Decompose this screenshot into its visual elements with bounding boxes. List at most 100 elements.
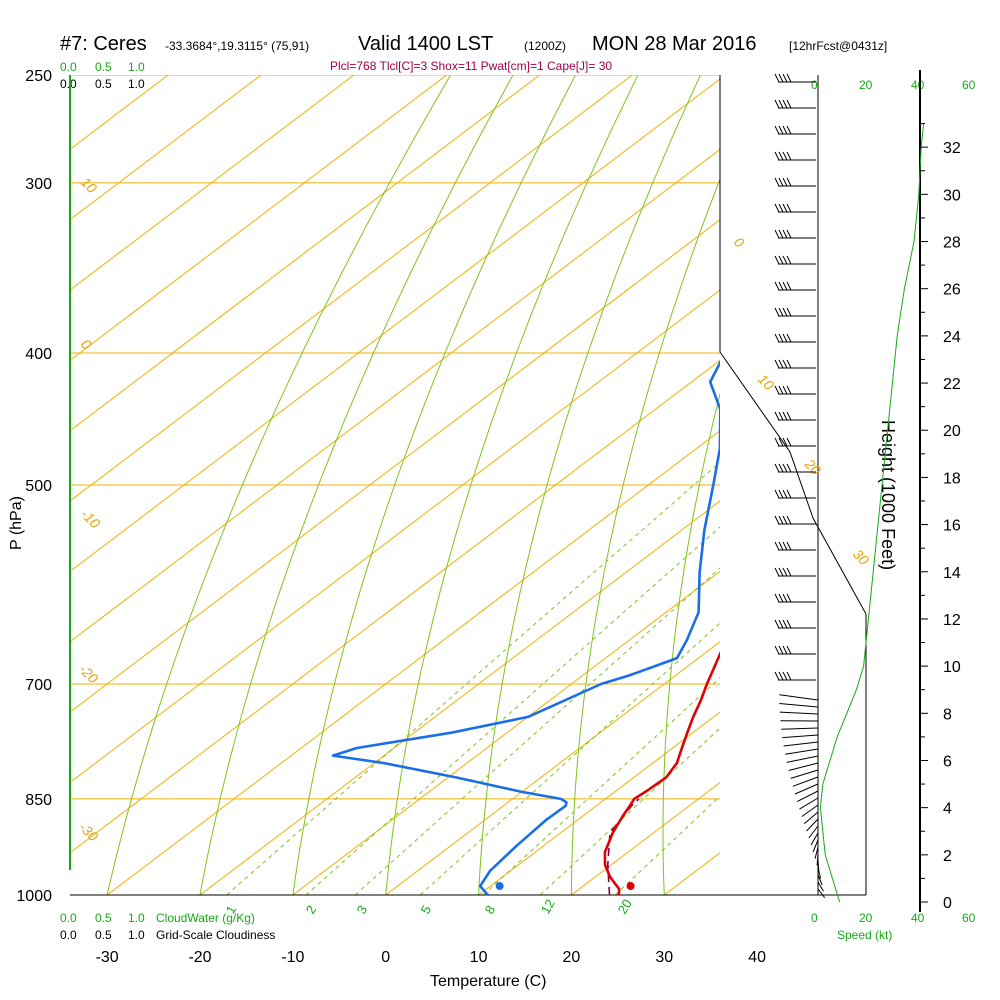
speed-label: Speed (kt) xyxy=(837,928,892,942)
wind-barb xyxy=(786,755,819,763)
wind-barb-feather xyxy=(774,333,780,343)
isotherm-line xyxy=(199,500,720,895)
isotherm-line xyxy=(70,75,540,432)
temperature-tick-label: 10 xyxy=(470,949,488,966)
wind-barb-feather xyxy=(786,619,792,629)
wind-barb-feather xyxy=(774,645,780,655)
wind-barb xyxy=(785,748,819,755)
dry-adiabat xyxy=(199,75,514,895)
isotherm-line xyxy=(70,289,720,784)
wind-barb-feather xyxy=(778,307,784,317)
speed-tick: 0 xyxy=(811,78,818,92)
wind-barb xyxy=(790,769,819,779)
wind-barb xyxy=(812,839,819,853)
isotherm-label: -10 xyxy=(78,506,104,532)
wind-barb-feather xyxy=(786,307,792,317)
wind-barb-feather xyxy=(778,541,784,551)
pressure-tick-label: 1000 xyxy=(16,888,52,905)
wind-barb-feather xyxy=(782,177,788,187)
wind-barb-feather xyxy=(782,619,788,629)
wind-barb-feather xyxy=(774,203,780,213)
pressure-tick-label: 500 xyxy=(25,478,52,495)
isotherm-label: 0 xyxy=(731,234,748,251)
wind-barb-feather xyxy=(782,229,788,239)
grid-lines xyxy=(70,75,720,895)
wind-barb-feather xyxy=(774,411,780,421)
wind-barb-feather xyxy=(782,203,788,213)
wind-barb-feather xyxy=(786,177,792,187)
wind-barb xyxy=(788,762,819,771)
cloudwater-tick: 0.5 xyxy=(95,60,112,74)
wind-barb-feather xyxy=(778,515,784,525)
wind-barb-feather xyxy=(774,593,780,603)
wind-barb xyxy=(801,804,819,817)
wind-barb-feather xyxy=(782,73,788,83)
wind-barb xyxy=(817,874,823,886)
wind-barb-feather xyxy=(782,385,788,395)
cloud-scale-bottom: 0.0 0.5 1.0 CloudWater (g/Kg) 0.0 0.5 1.… xyxy=(60,911,275,942)
pressure-tick-label: 700 xyxy=(25,677,52,694)
wind-barb xyxy=(810,832,819,846)
wind-barb-feather xyxy=(778,411,784,421)
dewpoint-line xyxy=(331,360,720,895)
height-tick-label: 2 xyxy=(943,848,952,865)
forecast-label: [12hrFcst@0431z] xyxy=(789,39,887,53)
wind-barb-feather xyxy=(774,619,780,629)
isotherm-line xyxy=(70,75,355,291)
wind-barb-feather xyxy=(778,463,784,473)
wind-barb xyxy=(781,727,819,730)
mixing-ratio-label: 5 xyxy=(418,903,435,917)
isotherm-label: -20 xyxy=(76,661,102,687)
speed-scale: 0 20 40 60 0 20 40 60 Speed (kt) xyxy=(811,78,976,942)
height-tick-label: 26 xyxy=(943,282,961,299)
dry-adiabat xyxy=(662,392,720,895)
wind-barb xyxy=(779,703,819,708)
indices-line: Plcl=768 Tlcl[C]=3 Shox=11 Pwat[cm]=1 Ca… xyxy=(330,59,612,73)
isotherm-label: 0 xyxy=(78,336,95,353)
wind-barb-feather xyxy=(782,255,788,265)
wind-barb-feather xyxy=(786,333,792,343)
wind-barb-feather xyxy=(782,463,788,473)
mixing-ratio-line xyxy=(226,461,720,895)
wind-barb xyxy=(796,790,819,803)
height-tick-label: 18 xyxy=(943,470,961,487)
dry-adiabat xyxy=(106,75,451,895)
wind-barb-feather xyxy=(786,463,792,473)
isotherm-line xyxy=(292,570,720,895)
wind-barb xyxy=(817,867,822,879)
height-tick-label: 20 xyxy=(943,423,961,440)
cloudwater-tick: 1.0 xyxy=(128,911,145,925)
wind-barb xyxy=(779,711,819,715)
wind-barb-feather xyxy=(782,567,788,577)
isotherm-label: 30 xyxy=(850,546,872,568)
speed-tick: 20 xyxy=(859,911,873,925)
wind-barb-feather xyxy=(786,671,792,681)
wind-barb-feather xyxy=(778,359,784,369)
wind-barb-feather xyxy=(786,359,792,369)
height-tick-label: 32 xyxy=(943,140,961,157)
mixing-ratio-line xyxy=(354,567,720,895)
wind-barb-feather xyxy=(782,489,788,499)
wind-barb-feather xyxy=(774,515,780,525)
wind-barb-feather xyxy=(774,541,780,551)
isotherm-line xyxy=(70,75,633,502)
wind-barb-feather xyxy=(778,281,784,291)
wind-barb xyxy=(803,811,819,825)
speed-tick: 60 xyxy=(962,911,976,925)
height-tick-label: 0 xyxy=(943,895,952,912)
wind-barb-feather xyxy=(786,489,792,499)
wind-barb-feather xyxy=(786,437,792,447)
mixing-ratio-line xyxy=(305,526,720,895)
isotherm-line xyxy=(70,78,720,573)
wind-barb-feather xyxy=(782,125,788,135)
wind-barb-feather xyxy=(774,125,780,135)
cloud-scale-top: 0.0 0.5 1.0 0.0 0.5 1.0 xyxy=(60,60,145,91)
isotherm-label: 10 xyxy=(78,174,100,196)
wind-barb xyxy=(817,881,824,892)
wind-barb-feather xyxy=(778,151,784,161)
cloudiness-tick: 1.0 xyxy=(128,928,145,942)
wind-barb-feather xyxy=(782,593,788,603)
temperature-line xyxy=(603,650,720,895)
